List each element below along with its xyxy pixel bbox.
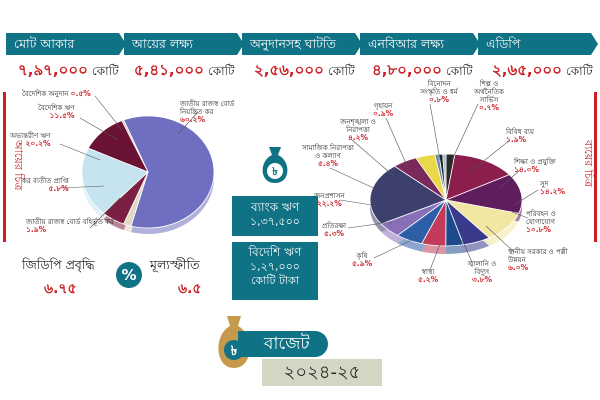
header-adp: এডিপি bbox=[478, 33, 598, 55]
leader-line-12 bbox=[511, 211, 529, 219]
gdp-growth: জিডিপি প্রবৃদ্ধি ৬.৭৫ bbox=[22, 257, 95, 297]
budget-title: বাজেট bbox=[238, 331, 328, 357]
budget-taka-symbol: ৳ bbox=[230, 344, 238, 359]
exp-label-interest: সুদ ১৪.২% bbox=[540, 180, 565, 196]
leader-line-18 bbox=[339, 199, 379, 207]
exp-label-transport: পরিবহন ও যোগাযোগ ১০.৮% bbox=[526, 210, 556, 234]
income-pie-slice-0 bbox=[123, 115, 215, 229]
income-label-non-tax: কর ব্যতীত প্রাপ্তি ৫.৮% bbox=[22, 177, 69, 193]
income-side-label: আয়ের চিত্র bbox=[12, 140, 25, 191]
leader-line-10 bbox=[499, 169, 521, 189]
exp-label-recreation: বিনোদন সংস্কৃতি ও ধর্ম ০.৮% bbox=[420, 80, 458, 104]
value-revenue-target: ৫,৪১,০০০ কোটি bbox=[134, 61, 235, 79]
expense-pie-slice-14 bbox=[442, 153, 447, 201]
bank-loan-box: ব্যাংক ঋণ ১,৩৭,৫০০ bbox=[232, 196, 318, 236]
percent-icon: % bbox=[116, 262, 142, 288]
exp-label-public-admin: জনপ্রশাসন ২২.২% bbox=[314, 192, 345, 208]
expense-side-label: ব্যয়ের চিত্র bbox=[582, 140, 595, 187]
income-label-domestic-loan: অভ্যন্তরীণ ঋণ ২০.২% bbox=[10, 132, 51, 148]
value-deficit: ২,৫৬,০০০ কোটি bbox=[254, 61, 355, 79]
leader-line-15 bbox=[429, 243, 441, 271]
bank-loan-label: ব্যাংক ঋণ bbox=[250, 200, 300, 214]
income-pie-slice-3 bbox=[81, 147, 149, 214]
header-deficit: অনুদানসহ ঘাটতি bbox=[242, 33, 362, 55]
exp-label-public-order: জনশৃঙ্খলা ও নিরাপত্তা ৪.২% bbox=[340, 118, 376, 142]
exp-label-education: শিক্ষা ও প্রযুক্তি ১৪.০% bbox=[514, 158, 556, 174]
leader-line-14 bbox=[461, 239, 473, 263]
income-side-bar bbox=[3, 92, 6, 242]
value-adp: ২,৬৫,০০০ কোটি bbox=[492, 61, 593, 79]
leader-line-6 bbox=[385, 117, 409, 169]
leader-line-7 bbox=[429, 103, 441, 161]
leader-line-4 bbox=[89, 197, 121, 229]
exp-label-health: স্বাস্থ্য ৫.২% bbox=[418, 268, 439, 284]
income-pie-chart bbox=[81, 115, 215, 234]
income-label-foreign-grant: বৈদেশিক অনুদান ০.৫% bbox=[22, 89, 91, 99]
leader-line-11 bbox=[513, 189, 539, 206]
taka-symbol: ৳ bbox=[272, 165, 278, 178]
exp-label-agriculture: কৃষি ৫.৯% bbox=[352, 252, 373, 268]
leader-line-20 bbox=[351, 139, 397, 179]
header-revenue-target: আয়ের লক্ষ্য bbox=[124, 33, 244, 55]
exp-label-defence: প্রতিরক্ষা ৫.৩% bbox=[322, 222, 347, 238]
money-bag-icon bbox=[262, 147, 288, 183]
inflation: মূল্যস্ফীতি ৬.৫ bbox=[150, 257, 202, 297]
bank-loan-value: ১,৩৭,৫০০ bbox=[250, 215, 300, 228]
expense-pie-slice-1 bbox=[445, 153, 511, 201]
exp-label-housing: গৃহায়ন ০.৯% bbox=[373, 102, 394, 118]
expense-pie-slice-2 bbox=[444, 174, 523, 214]
leader-lines bbox=[59, 95, 539, 271]
income-label-foreign-loan: বৈদেশিক ঋণ ১১.৫% bbox=[38, 104, 75, 120]
expense-pie-slice-9 bbox=[369, 165, 447, 225]
exp-label-social-safety: সামাজিক নিরাপত্তা ও কল্যাণ ৫.৪% bbox=[302, 144, 354, 168]
foreign-loan-label: বিদেশি ঋণ bbox=[248, 245, 302, 259]
leader-line-2 bbox=[59, 143, 101, 161]
leader-line-13 bbox=[485, 225, 515, 253]
exp-label-energy: জ্বালানি ও বিদ্যুৎ ৩.৮% bbox=[467, 260, 497, 284]
expense-pie-chart bbox=[369, 153, 523, 254]
leader-line-5 bbox=[177, 111, 199, 135]
header-total-size: মোট আকার bbox=[6, 33, 126, 55]
income-label-nbr-tax: জাতীয় রাজস্ব বোর্ড নিয়ন্ত্রিত কর ৬০.২% bbox=[180, 100, 235, 124]
budget-year: ২০২৪-২৫ bbox=[262, 359, 382, 386]
exp-label-misc: বিবিধ ব্যয় ১.৯% bbox=[506, 128, 534, 144]
leader-line-3 bbox=[59, 185, 105, 189]
foreign-loan-box: বিদেশি ঋণ ১,২৭,০০০ কোটি টাকা bbox=[232, 242, 318, 300]
leader-line-0 bbox=[94, 95, 123, 131]
foreign-loan-value: ১,২৭,০০০ bbox=[250, 260, 300, 273]
header-nbr-target: এনবিআর লক্ষ্য bbox=[360, 33, 480, 55]
leader-line-19 bbox=[329, 167, 379, 191]
leader-line-1 bbox=[79, 117, 119, 141]
leader-line-17 bbox=[347, 221, 393, 229]
leader-line-9 bbox=[469, 139, 511, 173]
foreign-loan-unit: কোটি টাকা bbox=[250, 274, 300, 287]
income-label-non-nbr-tax: জাতীয় রাজস্ব বোর্ড বহির্ভূত কর ১.৯% bbox=[26, 218, 114, 234]
exp-label-local-govt: স্থানীয় সরকার ও পল্লী উন্নয়ন ৬.০% bbox=[508, 248, 568, 272]
exp-label-industry: শিল্প ও অর্থনৈতিক সার্ভিস ০.৭% bbox=[474, 80, 504, 112]
value-nbr-target: ৪,৮০,০০০ কোটি bbox=[372, 61, 473, 79]
expense-side-bar bbox=[594, 92, 597, 242]
income-pie-slice-5 bbox=[121, 119, 149, 173]
value-total-size: ৭,৯৭,০০০ কোটি bbox=[18, 61, 119, 79]
leader-line-8 bbox=[451, 103, 479, 161]
leader-line-16 bbox=[373, 235, 421, 259]
